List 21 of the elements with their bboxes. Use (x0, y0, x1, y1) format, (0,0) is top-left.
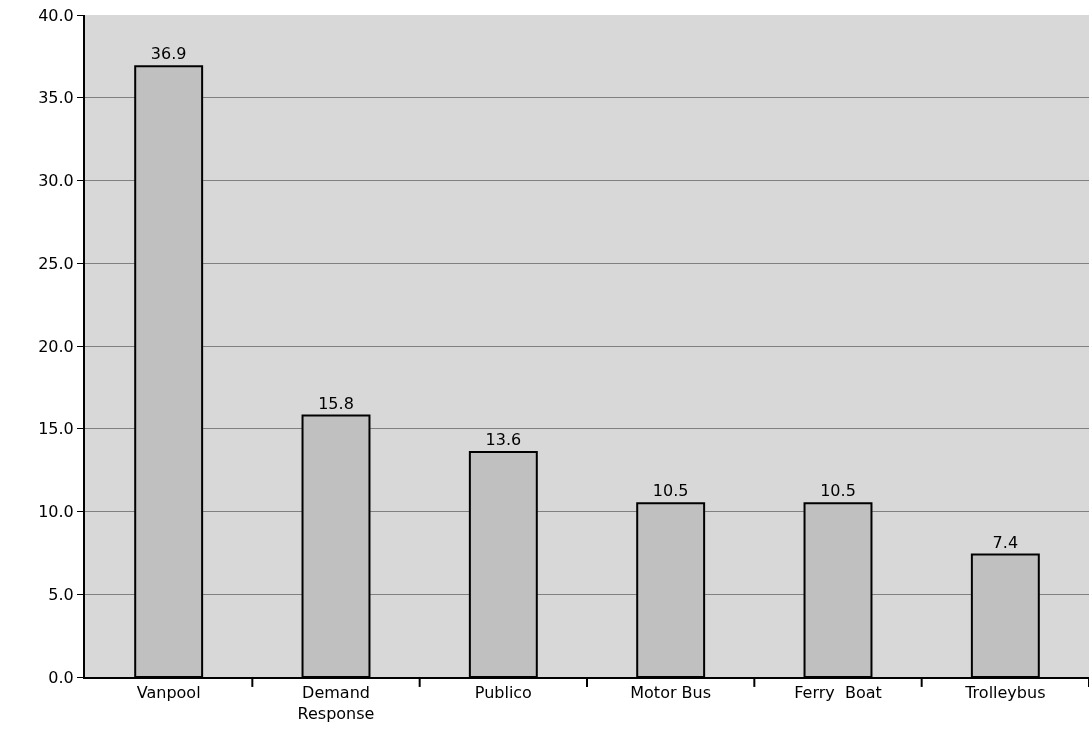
data-label: 7.4 (992, 532, 1019, 552)
y-tick-label: 5.0 (48, 584, 74, 604)
y-tick-label: 25.0 (38, 253, 74, 273)
y-tick-label: 40.0 (38, 5, 74, 25)
y-tick-label: 15.0 (38, 419, 74, 439)
y-tick-label: 0.0 (48, 667, 74, 687)
x-tick-label: Publico (474, 683, 532, 703)
data-label: 10.5 (652, 481, 689, 501)
data-label: 15.8 (318, 393, 354, 413)
x-tick-label: Motor Bus (630, 683, 712, 703)
y-tick-label: 30.0 (38, 171, 74, 191)
data-label: 36.9 (150, 44, 187, 64)
data-label: 13.6 (485, 429, 522, 449)
x-tick-label: Demand Response (297, 683, 375, 723)
x-tick-label: Trolleybus (964, 683, 1046, 703)
data-label: 10.5 (820, 481, 856, 501)
y-tick-label: 20.0 (38, 336, 74, 356)
y-tick-label: 35.0 (38, 88, 74, 108)
x-tick-label: Vanpool (136, 683, 201, 703)
y-tick-label: 10.0 (38, 502, 74, 522)
x-tick-label: Ferry Boat (794, 683, 882, 703)
